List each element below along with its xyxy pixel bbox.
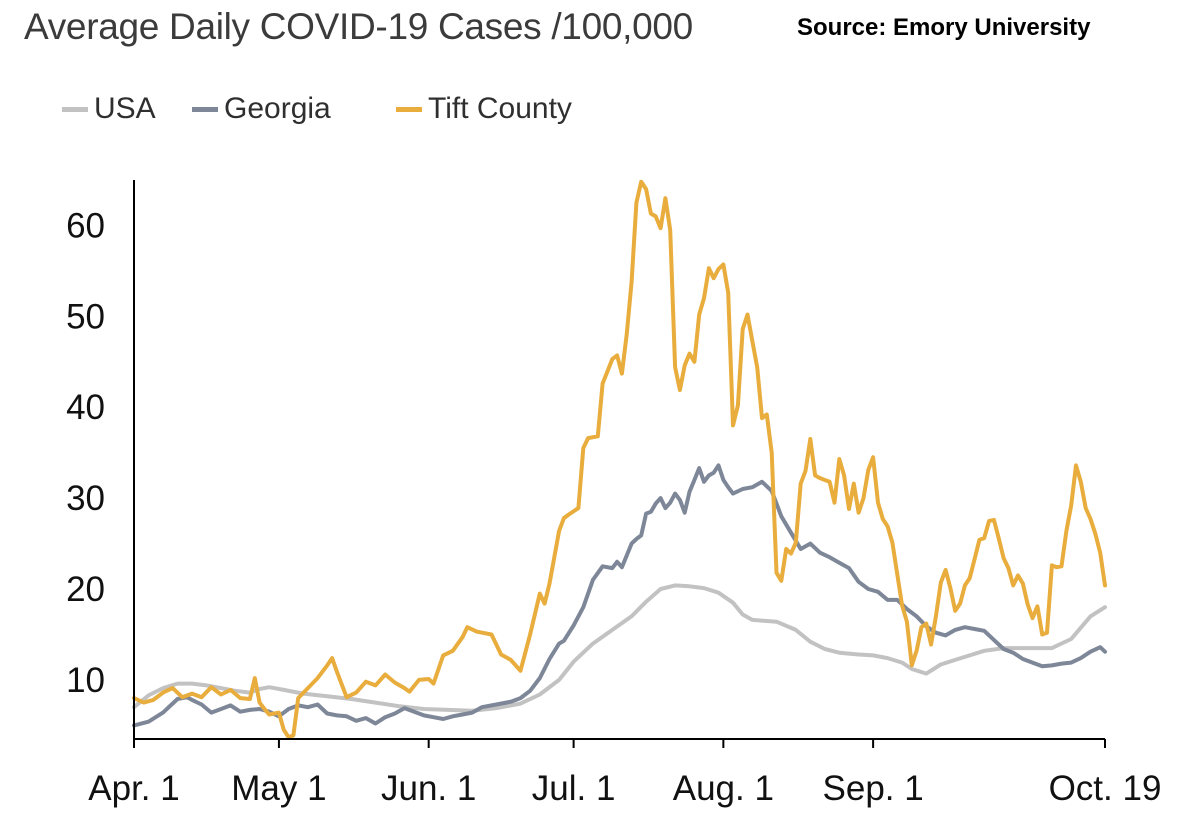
x-tick-label: Jul. 1: [532, 769, 616, 808]
series-layer: [132, 179, 1107, 740]
legend: USA Georgia Tift County: [62, 92, 762, 132]
series-line-usa: [132, 583, 1107, 713]
axis-layer: 10 20 30 40 50 60 Apr. 1 May 1 Jun. 1 Jul. 1 Aug. …: [66, 180, 1161, 808]
x-tick-label: Sep. 1: [823, 769, 924, 808]
legend-label-georgia: Georgia: [224, 92, 331, 125]
x-tick-label: Apr. 1: [88, 769, 179, 808]
legend-swatch-tift-county: [396, 106, 422, 112]
legend-swatch-usa: [62, 106, 88, 112]
y-tick-label: 10: [66, 661, 105, 700]
series-line-georgia: [132, 463, 1107, 728]
legend-item-tift-county: Tift County: [396, 92, 572, 126]
y-tick-label: 60: [66, 206, 105, 245]
legend-swatch-georgia: [192, 106, 218, 112]
x-tick-label: Oct. 19: [1049, 769, 1162, 808]
x-tick-label: Aug. 1: [673, 769, 774, 808]
legend-label-usa: USA: [94, 92, 156, 125]
series-line-tift-county: [132, 179, 1107, 740]
chart-title: Average Daily COVID-19 Cases /100,000: [24, 6, 693, 47]
y-tick-label: 20: [66, 570, 105, 609]
legend-item-georgia: Georgia: [192, 92, 331, 126]
source-label: Source: Emory University: [797, 14, 1091, 41]
y-tick-label: 30: [66, 479, 105, 518]
legend-label-tift-county: Tift County: [428, 92, 572, 125]
y-tick-label: 50: [66, 297, 105, 336]
y-tick-label: 40: [66, 388, 105, 427]
x-tick-label: May 1: [231, 769, 326, 808]
legend-item-usa: USA: [62, 92, 156, 126]
x-tick-label: Jun. 1: [381, 769, 476, 808]
